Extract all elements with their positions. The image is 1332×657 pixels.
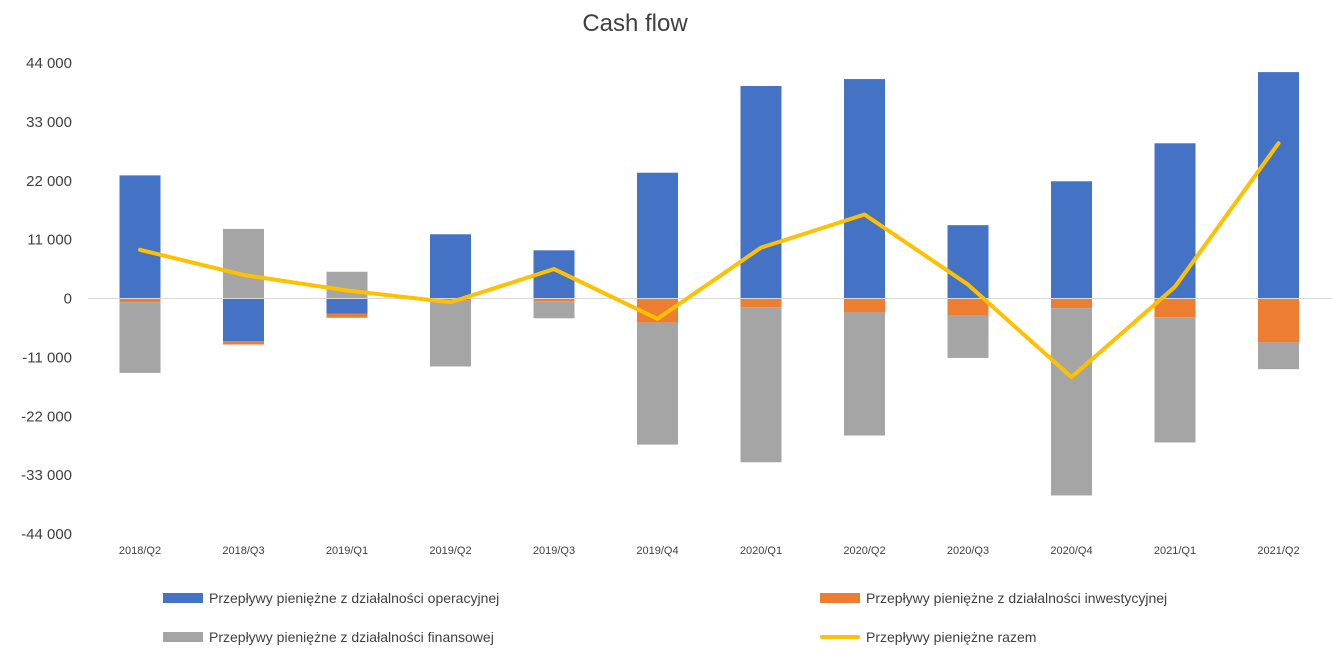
bar-investing [430, 298, 471, 301]
bar-operating [1051, 181, 1092, 299]
legend-item-financing: Przepływy pieniężne z działalności finan… [163, 629, 494, 645]
legend-label-operating: Przepływy pieniężne z działalności opera… [209, 590, 500, 606]
bar-financing [637, 322, 678, 445]
chart-title: Cash flow [582, 10, 688, 37]
bar-investing [533, 298, 575, 302]
bar-investing [947, 298, 989, 316]
bar-investing [1051, 298, 1092, 309]
x-tick-label: 2020/Q1 [740, 545, 782, 557]
legend-label-total: Przepływy pieniężne razem [866, 629, 1037, 645]
x-tick-label: 2019/Q3 [533, 545, 575, 557]
x-tick-label: 2021/Q1 [1154, 545, 1196, 557]
legend-label-investing: Przepływy pieniężne z działalności inwes… [866, 590, 1168, 606]
y-axis-ticks: 44 000 33 000 22 000 11 000 0 -11 000 -22 000 -… [21, 55, 72, 543]
bar-operating [119, 175, 161, 299]
bar-financing [326, 271, 368, 299]
y-tick-label: 44 000 [26, 55, 72, 72]
legend-label-financing: Przepływy pieniężne z działalności finan… [209, 629, 494, 645]
bar-investing [740, 298, 782, 308]
bar-financing [533, 301, 575, 319]
bar-investing [1258, 298, 1299, 343]
y-tick-label: -22 000 [21, 408, 72, 425]
bar-financing [119, 302, 161, 373]
x-axis-ticks: 2018/Q2 2018/Q3 2019/Q1 2019/Q2 2019/Q3 2019/… [119, 545, 1300, 557]
bar-investing [844, 298, 885, 313]
y-tick-label: 0 [64, 291, 72, 308]
x-tick-label: 2018/Q2 [119, 545, 161, 557]
x-tick-label: 2020/Q2 [843, 545, 885, 557]
bar-financing [844, 312, 885, 436]
bar-operating [740, 86, 782, 299]
bar-financing [223, 228, 264, 299]
bar-investing [1154, 298, 1196, 318]
bar-operating [326, 298, 368, 314]
x-tick-label: 2018/Q3 [222, 545, 264, 557]
bar-operating [223, 298, 264, 342]
x-tick-label: 2019/Q1 [326, 545, 368, 557]
x-tick-label: 2020/Q3 [947, 545, 989, 557]
bar-operating [430, 234, 471, 299]
bar-operating [844, 79, 885, 299]
legend-swatch-investing [820, 593, 860, 603]
bar-operating [637, 172, 678, 299]
y-tick-label: 22 000 [26, 173, 72, 190]
y-tick-label: -11 000 [22, 349, 72, 366]
total-line-layer [138, 141, 1281, 380]
y-tick-label: -44 000 [21, 526, 72, 543]
y-tick-label: 33 000 [26, 114, 72, 131]
bar-financing [430, 300, 471, 367]
bar-investing [223, 341, 264, 345]
bar-financing [1258, 342, 1299, 370]
bar-financing [1051, 308, 1092, 496]
x-tick-label: 2020/Q4 [1050, 545, 1092, 557]
line-total [138, 141, 1281, 380]
bar-investing [119, 298, 161, 303]
bar-financing [947, 315, 989, 358]
bar-investing [326, 313, 368, 318]
bar-operating [947, 225, 989, 299]
bar-financing [740, 307, 782, 463]
legend-swatch-financing [163, 632, 203, 642]
x-tick-label: 2019/Q4 [636, 545, 678, 557]
legend-swatch-total [820, 635, 860, 639]
bar-operating [1154, 143, 1196, 299]
y-tick-label: 11 000 [27, 232, 72, 249]
legend-item-total: Przepływy pieniężne razem [820, 629, 1036, 645]
x-tick-label: 2019/Q2 [429, 545, 471, 557]
legend-item-investing: Przepływy pieniężne z działalności inwes… [820, 590, 1167, 606]
bars-layer [119, 72, 1299, 496]
bar-financing [1154, 317, 1196, 443]
legend-swatch-operating [163, 593, 203, 603]
bar-operating [1258, 72, 1299, 299]
y-tick-label: -33 000 [21, 467, 72, 484]
legend-item-operating: Przepływy pieniężne z działalności opera… [163, 590, 499, 606]
x-tick-label: 2021/Q2 [1257, 545, 1299, 557]
